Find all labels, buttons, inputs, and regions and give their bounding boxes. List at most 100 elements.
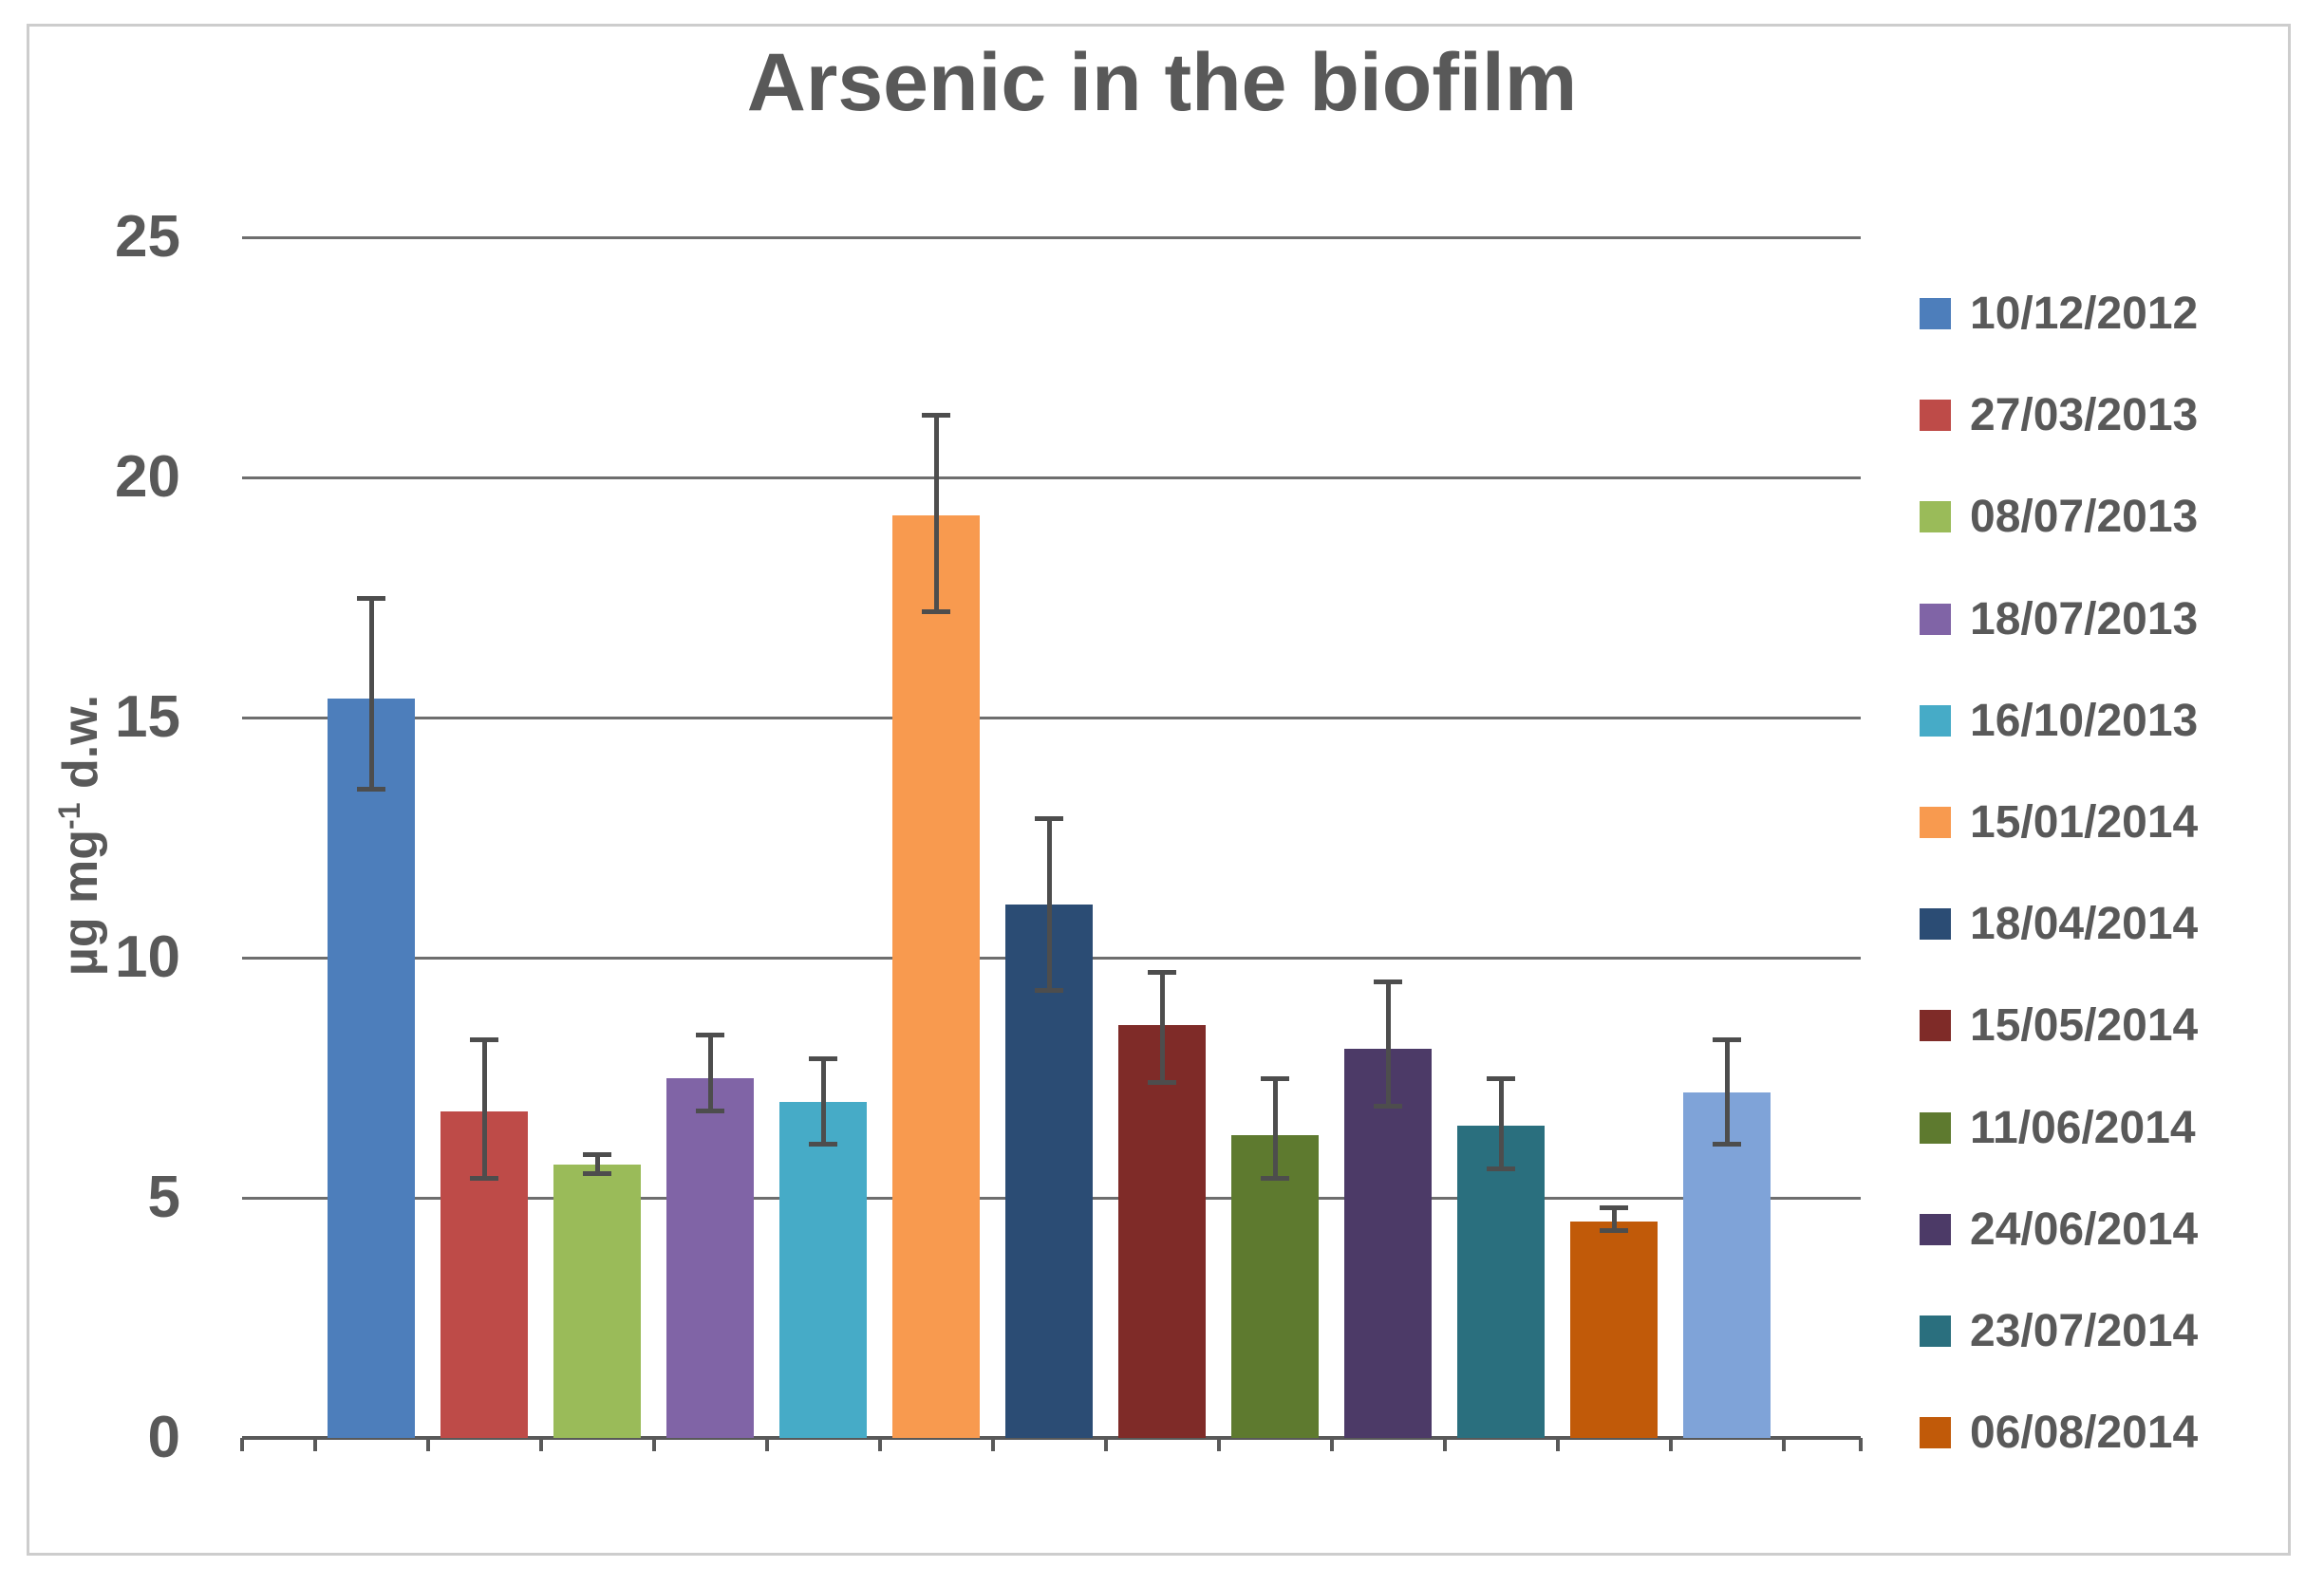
bar-08/07/2013 [553, 1164, 641, 1438]
error-bar-cap-top [1487, 1075, 1515, 1081]
error-bar-cap-top [470, 1037, 498, 1043]
axis-tick-stub [240, 1438, 244, 1451]
error-bar-cap-top [922, 413, 950, 419]
error-bar-cap-bottom [1487, 1166, 1515, 1171]
legend-label: 18/07/2013 [1970, 593, 2199, 644]
bar-16/10/2013 [779, 1101, 867, 1438]
legend-label: 23/07/2014 [1970, 1306, 2199, 1356]
bar-unlabeled [1683, 1092, 1771, 1438]
legend-label: 10/12/2012 [1970, 289, 2199, 339]
legend-label: 08/07/2013 [1970, 492, 2199, 543]
gridline-y25 [242, 235, 1861, 239]
axis-tick-stub [1442, 1438, 1447, 1451]
error-bar-line [368, 597, 374, 790]
error-bar-line [1385, 981, 1391, 1107]
error-bar-line [1611, 1207, 1617, 1232]
bar-18/04/2014 [1005, 905, 1093, 1438]
bar-23/07/2014 [1457, 1126, 1545, 1438]
axis-tick-stub [1329, 1438, 1334, 1451]
y-tick-label: 25 [115, 204, 180, 270]
x-axis-line [242, 1436, 1861, 1440]
legend-label: 15/01/2014 [1970, 797, 2199, 848]
legend-label: 24/06/2014 [1970, 1203, 2199, 1255]
axis-tick-stub [1781, 1438, 1786, 1451]
axis-tick-stub [1103, 1438, 1108, 1451]
error-bar-cap-bottom [470, 1175, 498, 1181]
axis-tick-stub [425, 1438, 430, 1451]
error-bar-cap-bottom [1148, 1079, 1176, 1085]
error-bar-line [1724, 1039, 1730, 1146]
error-bar-cap-top [1374, 980, 1402, 985]
error-bar-line [1498, 1077, 1504, 1169]
error-bar-line [933, 415, 939, 612]
y-tick-label: 20 [115, 444, 180, 510]
axis-tick-stub [1555, 1438, 1560, 1451]
error-bar-cap-top [696, 1032, 724, 1037]
legend-label: 11/06/2014 [1970, 1102, 2196, 1153]
legend-label: 16/10/2013 [1970, 695, 2199, 746]
error-bar-cap-bottom [357, 786, 385, 792]
legend-swatch [1920, 298, 1951, 329]
error-bar-cap-bottom [1713, 1142, 1741, 1148]
legend-swatch [1920, 1010, 1951, 1042]
bar-11/06/2014 [1231, 1135, 1319, 1438]
axis-tick-stub [1216, 1438, 1221, 1451]
error-bar-cap-bottom [1374, 1103, 1402, 1109]
legend-label: 18/04/2014 [1970, 899, 2199, 950]
error-bar-line [707, 1034, 713, 1111]
legend-swatch [1920, 1417, 1951, 1449]
y-tick-label: 15 [115, 684, 180, 750]
legend-swatch [1920, 807, 1951, 838]
error-bar-cap-bottom [1035, 988, 1063, 994]
legend-label: 06/08/2014 [1970, 1408, 2199, 1459]
axis-tick-stub [312, 1438, 317, 1451]
plot-area [240, 235, 1863, 1451]
gridline-y15 [242, 716, 1861, 719]
legend-swatch [1920, 1111, 1951, 1144]
error-bar-cap-top [1148, 970, 1176, 976]
legend-label: 27/03/2013 [1970, 390, 2199, 441]
axis-tick-stub [877, 1438, 882, 1451]
error-bar-cap-top [1600, 1205, 1628, 1211]
error-bar-cap-bottom [1600, 1228, 1628, 1234]
bar-06/08/2014 [1570, 1222, 1658, 1438]
y-tick-label: 0 [147, 1405, 180, 1470]
legend-swatch [1920, 1213, 1951, 1245]
error-bar-cap-top [357, 595, 385, 601]
y-tick-label: 10 [115, 924, 180, 990]
axis-tick-stub [1859, 1438, 1863, 1451]
error-bar-line [1272, 1077, 1278, 1179]
y-axis-label-exponent: -1 [51, 802, 86, 830]
error-bar-cap-top [583, 1152, 611, 1158]
error-bar-cap-bottom [922, 608, 950, 614]
legend-swatch [1920, 501, 1951, 533]
error-bar-cap-top [1261, 1075, 1289, 1081]
axis-tick-stub [651, 1438, 656, 1451]
legend-label: 15/05/2014 [1970, 1000, 2199, 1052]
bar-15/01/2014 [892, 515, 980, 1438]
legend-swatch [1920, 400, 1951, 432]
error-bar-cap-bottom [583, 1170, 611, 1176]
error-bar-cap-top [1035, 816, 1063, 822]
y-tick-label: 5 [147, 1165, 180, 1230]
bar-15/05/2014 [1118, 1024, 1206, 1438]
bar-18/07/2013 [666, 1077, 754, 1438]
axis-tick-stub [1668, 1438, 1673, 1451]
gridline-y20 [242, 476, 1861, 479]
error-bar-cap-bottom [1261, 1175, 1289, 1181]
error-bar-cap-top [809, 1056, 837, 1062]
bar-10/12/2012 [328, 698, 415, 1438]
bar-24/06/2014 [1344, 1049, 1432, 1438]
error-bar-cap-bottom [809, 1142, 837, 1148]
error-bar-line [1159, 972, 1165, 1083]
error-bar-line [1046, 818, 1052, 992]
legend-swatch [1920, 603, 1951, 635]
legend-swatch [1920, 1315, 1951, 1347]
error-bar-line [594, 1154, 600, 1174]
axis-tick-stub [990, 1438, 995, 1451]
legend-swatch [1920, 908, 1951, 941]
error-bar-line [820, 1058, 826, 1146]
error-bar-cap-top [1713, 1037, 1741, 1043]
legend-swatch [1920, 704, 1951, 737]
